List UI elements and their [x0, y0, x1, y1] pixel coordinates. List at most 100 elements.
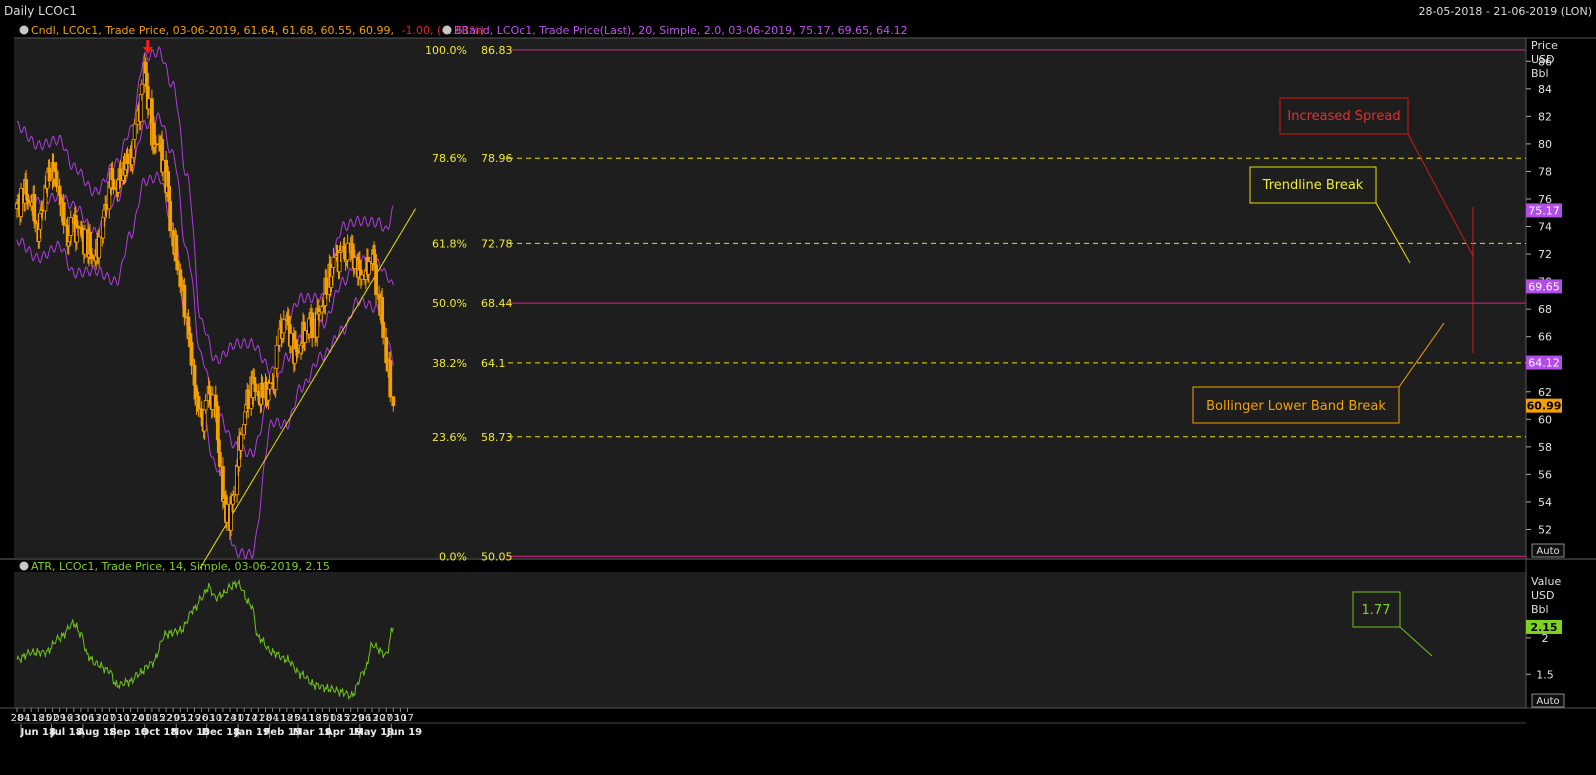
price-tick-label: 76 [1538, 193, 1552, 206]
candle-legend-icon[interactable] [19, 25, 29, 35]
candle-body [267, 382, 272, 390]
bollinger-break-pointer [1398, 322, 1445, 388]
x-tick-label: 06 [82, 713, 95, 724]
candle [253, 378, 258, 401]
month-label: Feb 19 [264, 727, 302, 738]
fib-level-pct: 0.0% [439, 550, 467, 563]
candle-body [61, 202, 66, 226]
fib-level-value: 58.73 [481, 431, 513, 444]
fib-level-value: 50.05 [481, 550, 513, 563]
candle-body [19, 188, 23, 217]
x-tick-label: 25 [288, 713, 301, 724]
x-tick-label: 27 [103, 713, 116, 724]
fib-level-pct: 50.0% [432, 297, 467, 310]
bollinger-break-callout: Bollinger Lower Band Break [1192, 386, 1400, 424]
x-tick-label: 16 [60, 713, 73, 724]
x-tick-label: 12 [181, 713, 194, 724]
candle [391, 396, 396, 412]
peak-arrow-icon [142, 40, 153, 54]
month-label: Apr 19 [325, 727, 362, 738]
x-tick-label: 17 [217, 713, 230, 724]
price-tick-label: 86 [1538, 55, 1552, 68]
candle [217, 443, 222, 477]
candle-body [68, 217, 73, 236]
x-tick-label: 09 [53, 713, 66, 724]
price-auto-button[interactable]: Auto [1531, 543, 1565, 558]
candle-body [288, 333, 293, 347]
x-tick-label: 17 [401, 713, 414, 724]
price-tick-label: 62 [1538, 386, 1552, 399]
x-tick-label: 10 [117, 713, 130, 724]
candle [132, 118, 137, 149]
candle-body [175, 260, 180, 271]
candle-body [232, 494, 236, 497]
x-tick-label: 07 [238, 713, 251, 724]
candle-body [132, 123, 137, 140]
x-tick-label: 17 [124, 713, 137, 724]
candle [331, 247, 336, 275]
candle-body [260, 383, 265, 398]
x-tick-label: 03 [110, 713, 123, 724]
x-tick-label: 30 [75, 713, 88, 724]
candle-body [388, 360, 393, 398]
candle-body [97, 236, 102, 259]
month-label: Jan 19 [234, 727, 270, 738]
candle-body [374, 264, 378, 296]
atr-line [16, 578, 394, 701]
trendline [199, 208, 416, 569]
price-tick-label: 60 [1538, 413, 1552, 426]
price-tick-label: 56 [1538, 468, 1552, 481]
month-label: Aug 18 [77, 727, 116, 738]
bband-legend: BBand, LCOc1, Trade Price(Last), 20, Sim… [454, 24, 908, 37]
candle [189, 336, 194, 375]
candle [83, 224, 87, 259]
candle [239, 427, 244, 458]
bollinger-break-label: Bollinger Lower Band Break [1206, 399, 1386, 414]
price-axis-title-1: Price [1531, 39, 1558, 52]
price-tick-label: 82 [1538, 110, 1552, 123]
atr-auto-button[interactable]: Auto [1531, 693, 1565, 708]
candle [281, 310, 286, 343]
x-tick-label: 10 [209, 713, 222, 724]
candle-body [139, 83, 144, 95]
fib-level-value: 72.78 [481, 237, 513, 250]
candle [274, 335, 279, 378]
x-tick-label: 13 [366, 713, 379, 724]
price-axis-title-2: USD [1531, 53, 1555, 66]
x-tick-label: 18 [309, 713, 322, 724]
candle [381, 313, 386, 345]
x-tick-label: 19 [188, 713, 201, 724]
x-tick-label: 23 [67, 713, 80, 724]
candle-body [381, 321, 386, 338]
candle-body [40, 209, 45, 212]
candlesticks [15, 54, 396, 540]
bband-legend-icon[interactable] [442, 25, 452, 35]
month-label: Jun 19 [386, 727, 422, 738]
month-label: Sep 18 [109, 727, 148, 738]
candle-body [310, 312, 315, 338]
candle-body [104, 203, 109, 210]
price-tick-label: 52 [1538, 523, 1552, 536]
fib-level-value: 64.1 [481, 357, 506, 370]
price-tick-label: 68 [1538, 303, 1552, 316]
atr-callout-pointer [1399, 626, 1433, 657]
fib-level-value: 78.96 [481, 152, 513, 165]
candle [61, 193, 66, 234]
x-tick-label: 08 [146, 713, 159, 724]
candle [97, 228, 102, 268]
month-label: May 19 [354, 727, 394, 738]
candle-body [125, 153, 130, 165]
atr-legend-icon[interactable] [19, 561, 29, 571]
trendline-break-callout: Trendline Break [1249, 166, 1377, 204]
x-tick-label: 11 [273, 713, 286, 724]
candle-body [54, 171, 59, 188]
support-trendline [199, 208, 416, 569]
atr-auto-label: Auto [1536, 696, 1559, 707]
increased-spread-frame [1279, 97, 1409, 135]
date-range: 28-05-2018 - 21-06-2019 (LON) [1418, 5, 1592, 18]
candle-body [33, 220, 38, 224]
candle [139, 79, 144, 101]
value-label-box [1526, 279, 1562, 294]
candle [388, 351, 393, 403]
candle [374, 257, 378, 305]
